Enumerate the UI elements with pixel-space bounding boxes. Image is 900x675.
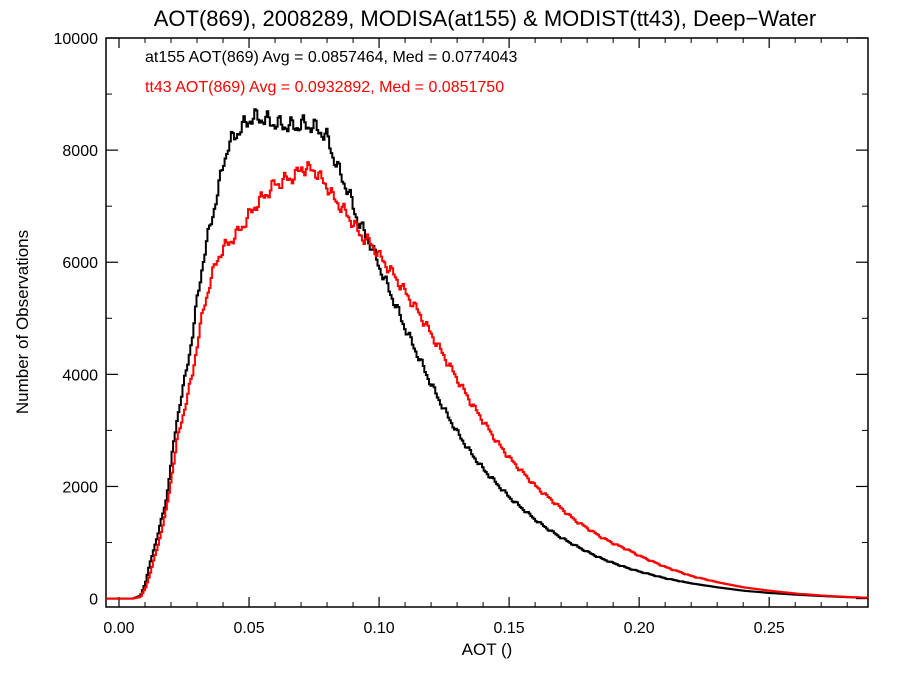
plot-area: 0.00 0.05 0.10 0.15 0.20 0.25 0 2000 4000 6000 80… xyxy=(54,31,869,637)
y-tick-label: 2000 xyxy=(62,479,98,496)
x-tick-label: 0.20 xyxy=(624,620,655,637)
y-axis: 0 2000 4000 6000 8000 10000 xyxy=(54,31,868,609)
x-tick-label: 0.25 xyxy=(754,620,785,637)
chart-title: AOT(869), 2008289, MODISA(at155) & MODIS… xyxy=(154,6,817,31)
annotation-at155-stats: at155 AOT(869) Avg = 0.0857464, Med = 0.… xyxy=(145,49,518,66)
x-tick-label: 0.05 xyxy=(233,620,264,637)
plot-frame xyxy=(105,37,869,608)
y-tick-label: 0 xyxy=(89,592,98,609)
x-axis: 0.00 0.05 0.10 0.15 0.20 0.25 xyxy=(103,38,848,637)
x-tick-label: 0.00 xyxy=(103,620,134,637)
x-tick-label: 0.15 xyxy=(494,620,525,637)
annotation-tt43-stats: tt43 AOT(869) Avg = 0.0932892, Med = 0.0… xyxy=(145,79,504,96)
y-tick-label: 4000 xyxy=(62,367,98,384)
series-layer xyxy=(106,108,869,600)
y-tick-label: 10000 xyxy=(54,31,99,48)
series-line-red xyxy=(106,161,869,600)
y-axis-label: Number of Observations xyxy=(13,230,32,414)
x-axis-label: AOT () xyxy=(462,640,513,659)
x-tick-label: 0.10 xyxy=(364,620,395,637)
y-tick-label: 6000 xyxy=(62,255,98,272)
series-line-black xyxy=(106,108,869,600)
y-tick-label: 8000 xyxy=(62,143,98,160)
